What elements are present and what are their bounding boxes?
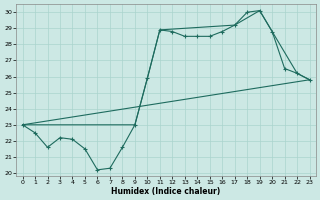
- X-axis label: Humidex (Indice chaleur): Humidex (Indice chaleur): [111, 187, 221, 196]
